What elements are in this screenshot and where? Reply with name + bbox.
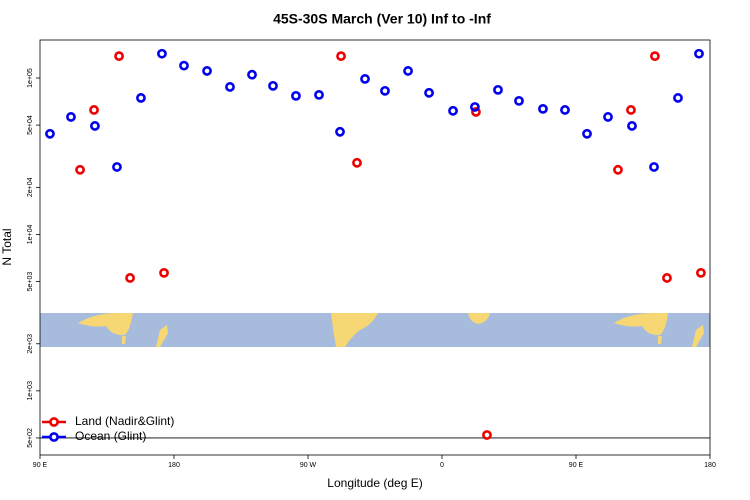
point bbox=[291, 90, 301, 101]
point bbox=[694, 48, 704, 59]
point bbox=[403, 66, 413, 76]
point bbox=[662, 273, 672, 283]
x-tick-label: 90 E bbox=[569, 462, 584, 469]
x-tick-label: 90 W bbox=[300, 462, 317, 469]
x-tick-label: 180 bbox=[168, 462, 180, 469]
point bbox=[582, 128, 592, 139]
point bbox=[157, 48, 167, 59]
point bbox=[627, 121, 637, 131]
point bbox=[696, 267, 706, 278]
point bbox=[649, 162, 659, 172]
point bbox=[89, 105, 99, 115]
point bbox=[603, 112, 613, 122]
chart-title: 45S-30S March (Ver 10) Inf to -Inf bbox=[273, 11, 491, 27]
point bbox=[493, 84, 503, 95]
point bbox=[112, 162, 122, 172]
y-tick-label: 2e+03 bbox=[27, 334, 34, 354]
point bbox=[159, 267, 169, 278]
y-tick-label: 2e+04 bbox=[27, 177, 34, 197]
point bbox=[247, 69, 257, 80]
x-tick-label: 0 bbox=[440, 462, 444, 469]
point bbox=[448, 105, 458, 116]
point bbox=[613, 164, 623, 175]
point bbox=[90, 121, 100, 131]
point bbox=[380, 85, 390, 96]
legend-marker bbox=[49, 417, 59, 427]
point bbox=[360, 74, 370, 84]
point bbox=[125, 273, 135, 283]
point bbox=[225, 82, 235, 92]
point bbox=[470, 102, 480, 112]
plot-frame bbox=[39, 39, 711, 456]
y-tick-label: 1e+05 bbox=[27, 68, 34, 88]
point bbox=[335, 126, 345, 137]
y-tick-label: 5e+02 bbox=[27, 428, 34, 448]
map-strip bbox=[40, 313, 710, 347]
y-tick-label: 1e+03 bbox=[27, 381, 34, 401]
point bbox=[336, 51, 346, 62]
point bbox=[482, 430, 492, 440]
point bbox=[314, 89, 324, 100]
x-tick-label: 180 bbox=[704, 462, 716, 469]
point bbox=[75, 164, 85, 175]
point bbox=[45, 128, 55, 139]
point bbox=[471, 107, 481, 117]
legend-marker bbox=[49, 432, 59, 442]
point bbox=[673, 93, 683, 103]
point bbox=[650, 51, 660, 62]
x-tick-label: 90 E bbox=[33, 462, 48, 469]
point bbox=[268, 80, 278, 91]
point bbox=[538, 103, 548, 114]
y-tick-label: 1e+04 bbox=[27, 225, 34, 245]
point bbox=[424, 87, 434, 98]
point bbox=[626, 105, 636, 115]
point bbox=[179, 60, 189, 71]
y-tick-label: 5e+04 bbox=[27, 115, 34, 135]
x-axis-label: Longitude (deg E) bbox=[327, 476, 422, 490]
point bbox=[66, 112, 76, 122]
point bbox=[560, 105, 570, 115]
legend-label: Ocean (Glint) bbox=[75, 429, 146, 443]
point bbox=[136, 93, 146, 103]
point bbox=[352, 157, 362, 168]
y-tick-label: 5e+03 bbox=[27, 272, 34, 292]
point bbox=[514, 96, 524, 106]
point bbox=[114, 51, 124, 62]
point bbox=[202, 66, 212, 76]
y-axis-label: N Total bbox=[0, 228, 14, 265]
legend-label: Land (Nadir&Glint) bbox=[75, 414, 174, 428]
